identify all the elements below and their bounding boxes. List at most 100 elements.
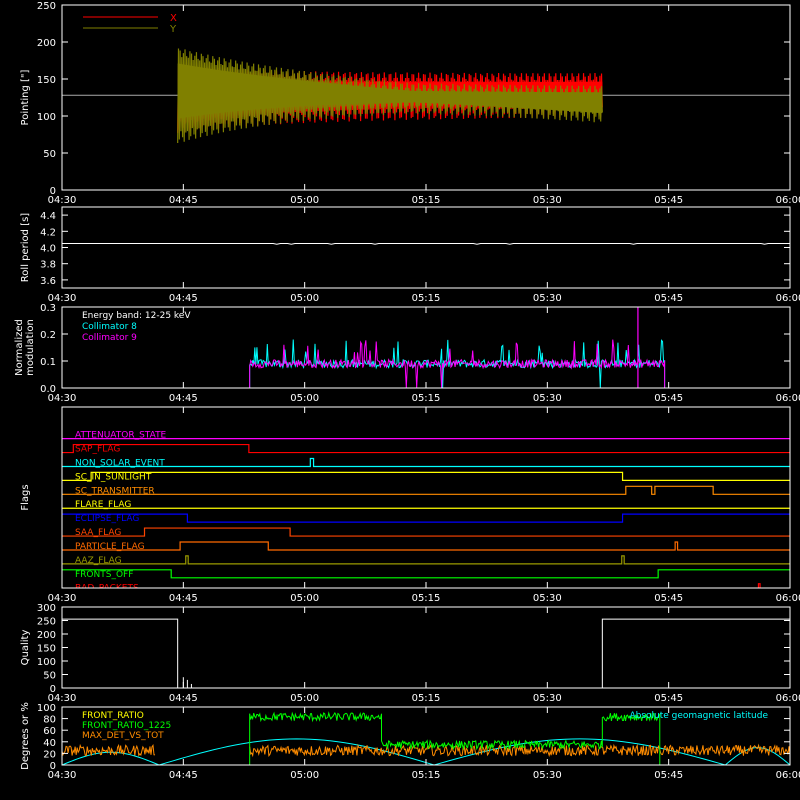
x-tick-label: 05:30 [533, 593, 562, 604]
flag-line-non_solar_event [62, 457, 790, 468]
panel-roll: 04:30 04:45 05:00 05:15 05:30 05:45 06:00 3.6 3.… [20, 206, 800, 304]
y-tick-label: 4.2 [40, 227, 56, 238]
x-tick-label: 05:45 [654, 770, 683, 781]
series-line-quality [62, 618, 179, 688]
x-tick-label: 05:30 [533, 293, 562, 304]
panel-pointing: 04:30 04:45 05:00 05:15 05:30 05:45 06:00 0 50 10… [20, 1, 800, 206]
panel-fronts: 04:30 04:45 05:00 05:15 05:30 05:45 06:00 02040… [20, 702, 800, 781]
x-tick-label: 05:30 [533, 693, 562, 704]
y-axis-label: modulation [25, 319, 36, 376]
plot-area: ATTENUATOR_STATE SAP_FLAG NON_SOLAR_EVENT S… [62, 431, 790, 588]
x-tick-label: 05:45 [654, 393, 683, 404]
plot-area [62, 242, 790, 245]
legend-label: Collimator 9 [82, 333, 137, 343]
flag-line-particle_flag [62, 541, 790, 551]
x-tick-label: 04:30 [48, 393, 77, 404]
y-axis-label: Quality [20, 630, 31, 666]
series-line-latitude [724, 747, 790, 765]
y-tick-label: 4.0 [40, 244, 56, 255]
x-tick-label: 04:45 [169, 693, 198, 704]
series-line-max-det [62, 743, 156, 757]
panel-modulation: 04:30 04:45 05:00 05:15 05:30 05:45 06:00 0.0 0.… [14, 303, 800, 404]
x-tick-label: 05:00 [290, 693, 319, 704]
flag-line-sc_transmitter [62, 485, 790, 495]
x-tick-label: 04:30 [48, 693, 77, 704]
x-tick-label: 06:00 [776, 693, 800, 704]
y-tick-label: 60 [43, 726, 56, 737]
flag-label: FRONTS_OFF [75, 570, 133, 580]
y-tick-label: 0 [50, 761, 56, 772]
plot-area [62, 48, 790, 144]
plot-area [62, 711, 790, 765]
x-tick-label: 05:15 [412, 293, 441, 304]
x-tick-label: 04:30 [48, 593, 77, 604]
x-tick-label: 05:15 [412, 693, 441, 704]
series-line-Collimator-9 [62, 339, 790, 388]
y-tick-label: 0 [50, 186, 56, 197]
y-axis-label: Flags [20, 484, 31, 510]
y-tick-label: 0 [50, 684, 56, 695]
x-tick-label: 05:00 [290, 293, 319, 304]
x-tick-label: 06:00 [776, 593, 800, 604]
flag-line-sap_flag [62, 443, 790, 454]
flag-label: ECLIPSE_FLAG [75, 514, 139, 524]
y-tick-label: 50 [43, 671, 56, 682]
flag-label: PARTICLE_FLAG [75, 542, 145, 552]
x-tick-label: 05:00 [290, 393, 319, 404]
flag-label: FLARE_FLAG [75, 500, 131, 510]
x-tick-label: 04:30 [48, 770, 77, 781]
y-tick-label: 100 [37, 112, 56, 123]
x-tick-label: 05:30 [533, 770, 562, 781]
x-tick-label: 05:30 [533, 393, 562, 404]
x-tick-label: 04:30 [48, 195, 77, 206]
x-tick-label: 05:00 [290, 770, 319, 781]
y-tick-label: 300 [37, 603, 56, 614]
legend-label: Collimator 8 [82, 322, 137, 332]
flag-line-bad_packets [757, 583, 761, 588]
y-tick-label: 0.3 [40, 303, 56, 314]
x-tick-label: 04:45 [169, 195, 198, 206]
series-line-roll [62, 242, 790, 245]
flag-label: SC_TRANSMITTER [75, 486, 155, 496]
y-tick-label: 3.8 [40, 260, 56, 271]
panel-frame [61, 206, 791, 289]
x-tick-label: 04:45 [169, 593, 198, 604]
legend-label: Energy band: 12-25 keV [82, 311, 191, 321]
x-tick-label: 06:00 [776, 770, 800, 781]
x-tick-label: 05:15 [412, 195, 441, 206]
y-tick-label: 80 [43, 715, 56, 726]
y-tick-label: 20 [43, 749, 56, 760]
y-tick-label: 3.6 [40, 276, 56, 287]
y-axis-label: Roll period [s] [20, 213, 31, 282]
x-tick-label: 05:45 [654, 293, 683, 304]
x-tick-label: 05:45 [654, 195, 683, 206]
x-tick-label: 05:00 [290, 593, 319, 604]
y-axis-label: Normalized [14, 319, 25, 376]
plot-area [62, 307, 790, 388]
flag-label: ATTENUATOR_STATE [75, 431, 167, 441]
x-tick-label: 04:45 [169, 770, 198, 781]
y-tick-label: 40 [43, 738, 56, 749]
y-tick-label: 4.4 [40, 211, 56, 222]
y-tick-label: 150 [37, 75, 56, 86]
x-tick-label: 06:00 [776, 293, 800, 304]
flag-line-aaz_flag [62, 555, 790, 565]
flag-line-fronts_off [62, 569, 790, 579]
series-line-front-ratio-1225 [62, 711, 790, 765]
series-line-quality [601, 618, 790, 688]
x-tick-label: 04:45 [169, 393, 198, 404]
flag-label: AAZ_FLAG [75, 556, 122, 566]
legend-label: X [170, 13, 177, 24]
flag-line-eclipse_flag [62, 513, 790, 523]
x-tick-label: 05:00 [290, 195, 319, 206]
panel-flags: ATTENUATOR_STATE SAP_FLAG NON_SOLAR_EVENT S… [20, 406, 800, 604]
annotation-label: Absolute geomagnetic latitude [629, 711, 768, 721]
x-tick-label: 05:45 [654, 693, 683, 704]
legend-label: Y [169, 24, 177, 35]
x-tick-label: 05:15 [412, 770, 441, 781]
y-tick-label: 200 [37, 38, 56, 49]
flag-label: SAA_FLAG [75, 528, 121, 538]
x-tick-label: 06:00 [776, 393, 800, 404]
y-tick-label: 100 [37, 703, 56, 714]
